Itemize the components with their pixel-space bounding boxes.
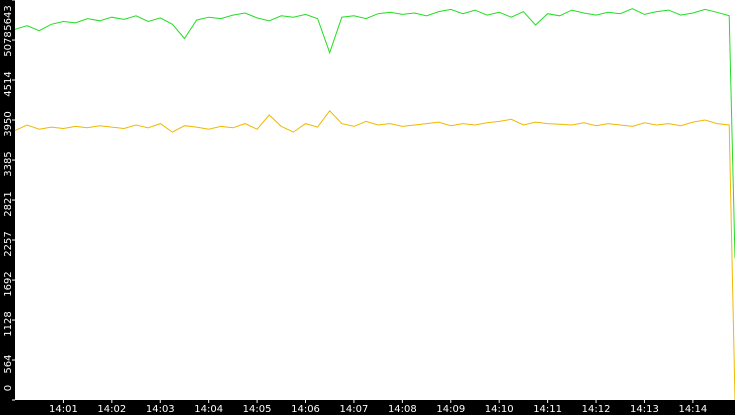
y-tick-label: 2257 — [3, 231, 14, 256]
x-tick-label: 14:10 — [485, 404, 514, 415]
y-tick-label: 0 — [3, 385, 14, 391]
y-tick-label: 5643 — [3, 5, 14, 30]
x-axis-bar — [0, 400, 735, 415]
x-tick-label: 14:11 — [533, 404, 562, 415]
x-tick-label: 14:02 — [97, 404, 126, 415]
x-tick-label: 14:01 — [49, 404, 78, 415]
x-tick-label: 14:06 — [291, 404, 320, 415]
y-tick-label: 2821 — [3, 191, 14, 216]
y-tick-label: 4514 — [3, 71, 14, 96]
y-axis-bar — [0, 0, 15, 415]
x-tick-label: 14:04 — [194, 404, 223, 415]
y-tick-label: 564 — [3, 354, 14, 373]
x-tick-label: 14:07 — [340, 404, 369, 415]
x-tick-label: 14:03 — [146, 404, 175, 415]
x-tick-label: 14:13 — [630, 404, 659, 415]
x-tick-label: 14:09 — [436, 404, 465, 415]
x-tick-label: 14:05 — [243, 404, 272, 415]
y-tick-label: 1692 — [3, 271, 14, 296]
line — [14, 110, 735, 401]
x-tick-label: 14:14 — [678, 404, 707, 415]
x-tick-label: 14:12 — [582, 404, 611, 415]
y-tick-label: 1128 — [3, 311, 14, 336]
line — [14, 8, 735, 259]
y-tick-label: 3950 — [3, 111, 14, 136]
y-tick-label: 5078 — [3, 31, 14, 56]
y-tick-label: 3385 — [3, 151, 14, 176]
x-tick-label: 14:08 — [388, 404, 417, 415]
